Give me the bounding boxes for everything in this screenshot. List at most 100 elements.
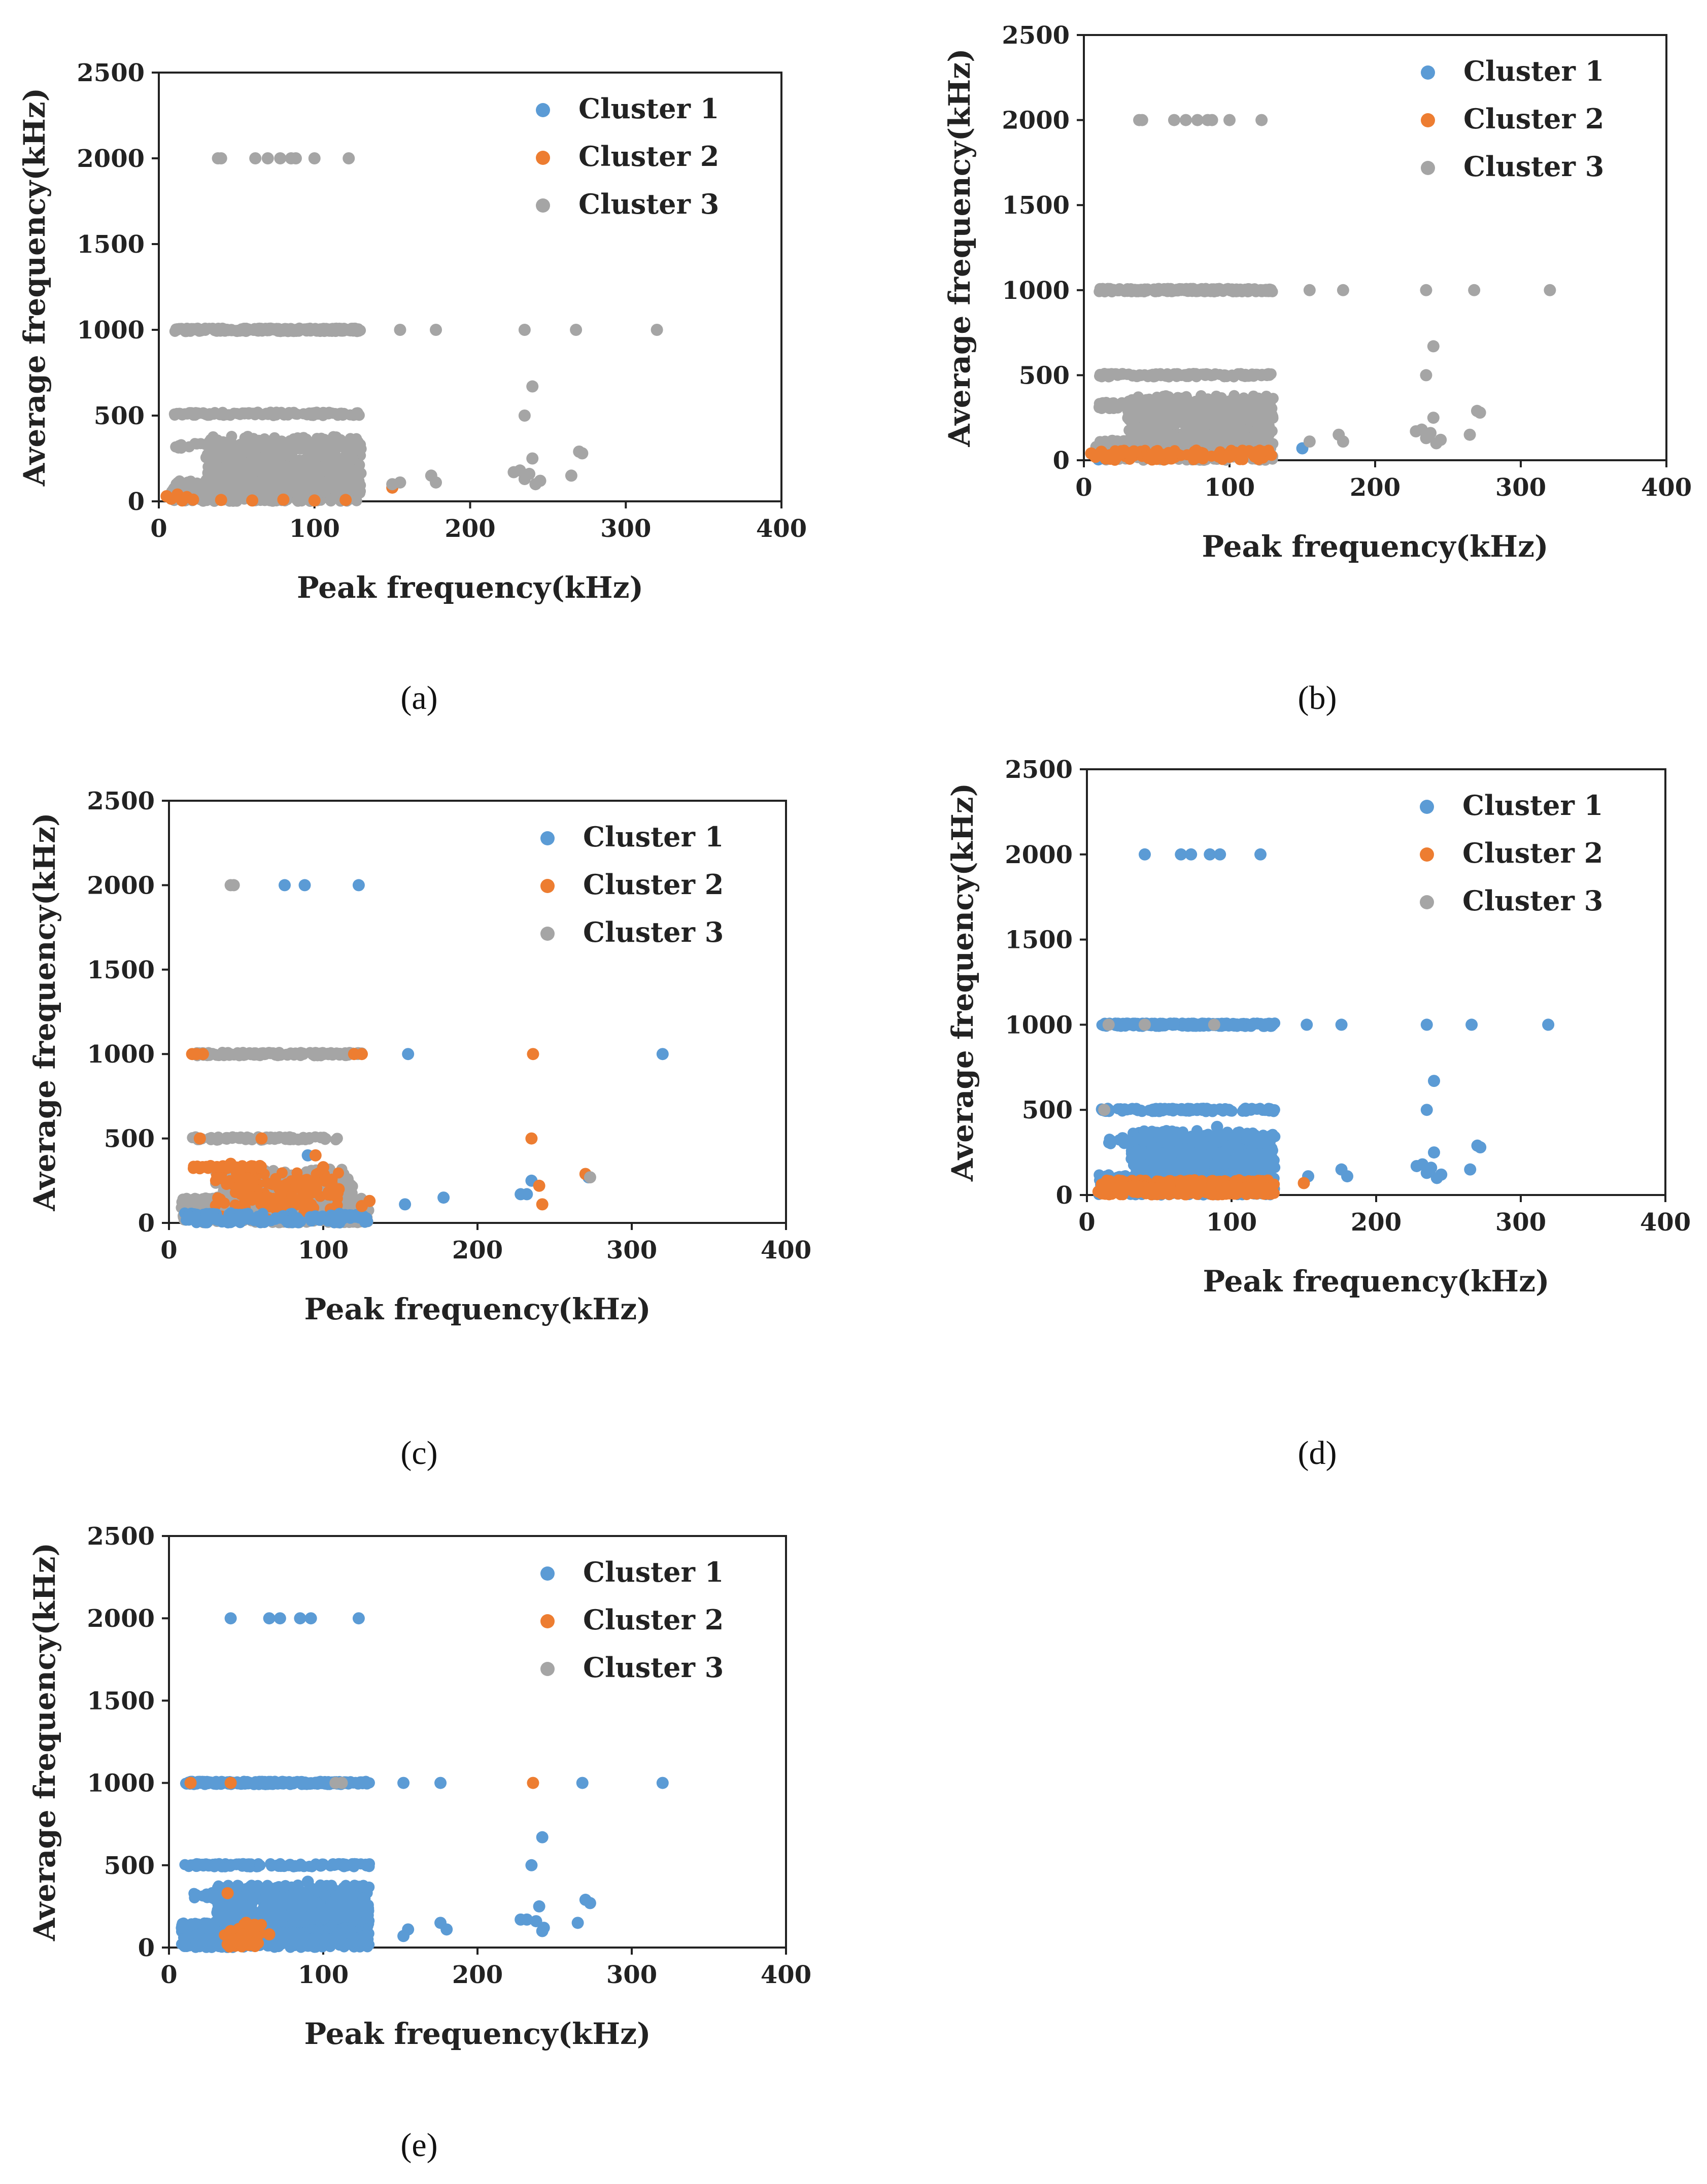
data-point-cluster-2 — [301, 1183, 314, 1196]
data-point — [328, 472, 340, 484]
data-point — [1158, 284, 1170, 296]
data-point — [228, 485, 240, 496]
data-point-cluster-2 — [193, 1132, 206, 1145]
data-point — [219, 1197, 230, 1209]
data-point — [328, 324, 339, 335]
data-point — [315, 443, 326, 455]
data-point-cluster-3 — [274, 152, 287, 164]
data-point — [1261, 368, 1273, 380]
data-point — [248, 466, 259, 478]
data-point-cluster-2 — [1252, 452, 1265, 465]
data-point — [296, 438, 308, 450]
data-point — [1259, 400, 1271, 412]
data-point — [333, 1212, 345, 1223]
legend-label: Cluster 3 — [1463, 150, 1604, 183]
data-point-cluster-2 — [317, 1161, 329, 1174]
data-point — [316, 1132, 327, 1143]
legend-label: Cluster 1 — [578, 92, 719, 125]
data-point-cluster-2 — [255, 1132, 268, 1145]
data-point-cluster-1 — [656, 1048, 669, 1061]
data-point — [202, 453, 214, 464]
legend-marker — [540, 879, 555, 893]
x-tick-label: 200 — [1351, 1208, 1402, 1237]
data-point — [1191, 452, 1203, 463]
data-point — [260, 407, 272, 419]
data-point-cluster-3 — [529, 478, 542, 491]
data-point — [243, 407, 255, 419]
data-point-cluster-3 — [1223, 114, 1236, 126]
legend-marker — [540, 927, 555, 941]
data-point-cluster-1 — [437, 1191, 450, 1204]
data-point — [1208, 369, 1219, 381]
data-point — [183, 1211, 195, 1222]
data-point — [217, 406, 228, 418]
data-point — [315, 487, 327, 498]
data-point-cluster-3 — [526, 380, 539, 393]
data-point-cluster-2 — [525, 1132, 538, 1145]
y-tick-label: 2500 — [1005, 756, 1073, 784]
data-point-cluster-3 — [518, 410, 531, 422]
data-point — [280, 1215, 292, 1226]
data-point-cluster-3 — [570, 324, 583, 336]
data-point — [345, 462, 356, 473]
x-tick-label: 100 — [1204, 473, 1255, 502]
data-point — [1123, 368, 1135, 380]
data-point-cluster-3 — [1420, 369, 1432, 382]
x-tick-label: 100 — [1206, 1208, 1257, 1237]
data-point — [263, 1047, 275, 1059]
data-point — [284, 1134, 296, 1145]
x-tick-label: 200 — [452, 1236, 503, 1265]
data-point — [1103, 369, 1114, 381]
data-point — [292, 490, 304, 502]
data-point — [1122, 285, 1134, 296]
y-tick-label: 500 — [104, 1125, 155, 1153]
y-tick-label: 0 — [1053, 447, 1070, 475]
data-point-cluster-1 — [352, 879, 365, 892]
data-point-cluster-3 — [1468, 284, 1481, 296]
data-point-cluster-3 — [507, 466, 520, 479]
data-point-cluster-3 — [1427, 340, 1440, 353]
data-point-cluster-2 — [279, 1179, 291, 1192]
data-point — [266, 1200, 278, 1212]
data-point — [183, 441, 195, 453]
x-tick-label: 400 — [756, 515, 807, 543]
data-point — [362, 1216, 373, 1227]
data-point — [247, 454, 258, 465]
data-point — [344, 1209, 355, 1220]
data-point — [1247, 432, 1258, 443]
data-point — [347, 453, 359, 465]
y-tick-label: 2000 — [77, 145, 145, 173]
data-point — [277, 407, 288, 419]
x-tick-label: 300 — [1495, 473, 1546, 502]
data-point-cluster-3 — [1136, 114, 1148, 126]
data-point — [1135, 431, 1146, 442]
legend-label: Cluster 2 — [583, 868, 724, 901]
data-point-cluster-3 — [1427, 412, 1440, 424]
data-point — [244, 1161, 256, 1173]
data-point — [329, 454, 341, 465]
x-tick-label: 300 — [600, 515, 651, 543]
y-tick-label: 1000 — [77, 316, 145, 345]
data-point — [1176, 397, 1188, 409]
data-point-cluster-3 — [1303, 284, 1316, 296]
data-point — [1196, 285, 1207, 297]
x-axis-label: Peak frequency(kHz) — [1203, 1264, 1550, 1299]
data-point-cluster-3 — [343, 152, 355, 164]
data-point — [228, 407, 240, 419]
data-point — [285, 439, 296, 451]
data-point — [1139, 403, 1151, 415]
y-tick-label: 500 — [1022, 1096, 1073, 1124]
x-tick-label: 100 — [298, 1236, 349, 1265]
y-tick-label: 2500 — [77, 59, 145, 87]
data-point — [322, 1189, 334, 1201]
y-tick-label: 500 — [94, 402, 145, 430]
data-point — [187, 1163, 199, 1174]
data-point — [288, 326, 299, 337]
x-tick-label: 400 — [1641, 473, 1692, 502]
legend-marker — [1421, 113, 1435, 127]
data-point — [221, 1132, 232, 1143]
data-point-cluster-2 — [536, 1198, 549, 1211]
data-point — [1249, 401, 1261, 413]
